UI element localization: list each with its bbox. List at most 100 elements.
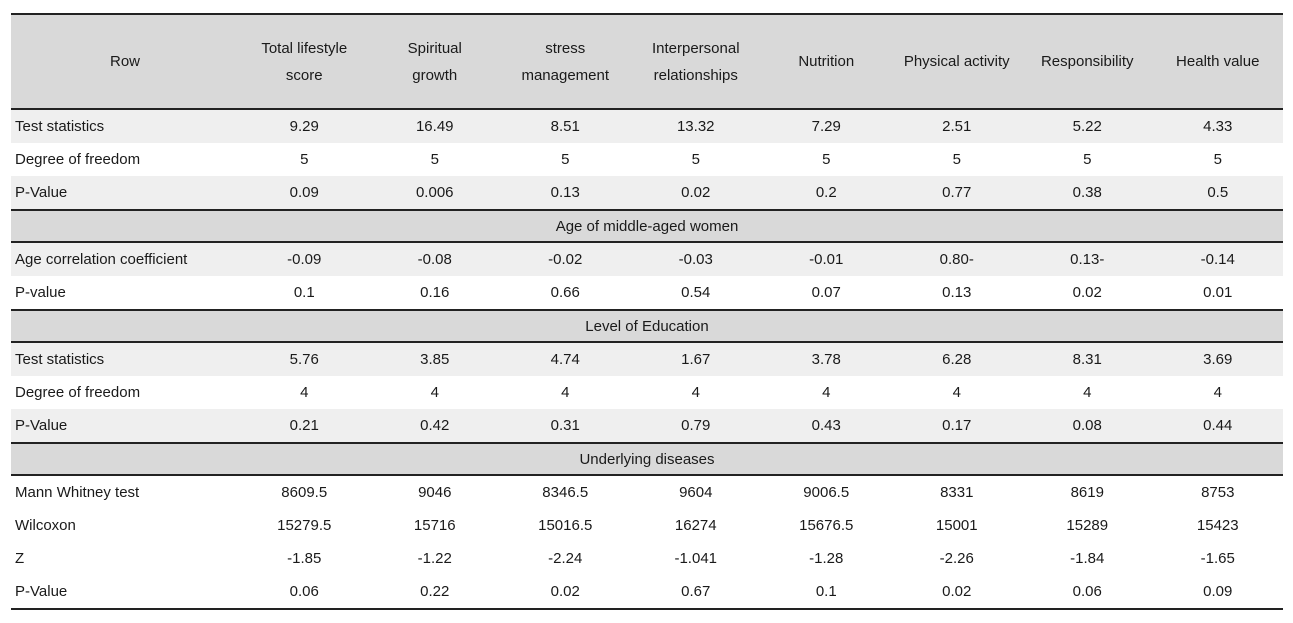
row-label: Mann Whitney test [15, 484, 140, 501]
table-cell: 0.06 [289, 583, 319, 600]
table-cell: 0.13 [550, 184, 580, 201]
table-cell: 5.22 [1072, 118, 1102, 135]
table-cell: 6.28 [942, 351, 972, 368]
table-cell: 0.02 [681, 184, 711, 201]
table-cell: 15016.5 [538, 517, 593, 534]
table-cell: 8.51 [550, 118, 580, 135]
table-cell: -1.84 [1070, 550, 1105, 567]
results-table: Row Total lifestyle score Spiritual grow… [11, 13, 1283, 610]
table-cell: 15001 [935, 517, 978, 534]
table-cell: 0.006 [415, 184, 454, 201]
table-cell: 8.31 [1072, 351, 1102, 368]
table-cell: 0.09 [1203, 583, 1233, 600]
table-cell: -1.85 [287, 550, 322, 567]
table-cell: 0.17 [942, 417, 972, 434]
table-cell: 9006.5 [803, 484, 850, 501]
table-cell: 8331 [940, 484, 974, 501]
row-label: P-Value [15, 583, 68, 600]
table-cell: 16274 [674, 517, 717, 534]
header-cell: Physical activity [903, 53, 1010, 70]
table-cell: 0.16 [420, 284, 450, 301]
table-cell: 0.42 [420, 417, 450, 434]
table-cell: 4 [561, 384, 570, 401]
table-cell: 0.21 [289, 417, 319, 434]
table-cell: 4.74 [550, 351, 580, 368]
table-row: Degree of freedom 4 4 4 4 4 4 4 4 [11, 376, 1283, 409]
table-cell: 7.29 [811, 118, 841, 135]
table-cell: -2.24 [548, 550, 583, 567]
header-cell: Health value [1176, 53, 1260, 70]
table-cell: -0.14 [1200, 251, 1235, 268]
header-row: Row Total lifestyle score Spiritual grow… [11, 14, 1283, 109]
table-cell: -0.03 [678, 251, 713, 268]
table-cell: 3.85 [420, 351, 450, 368]
table-row: Z -1.85 -1.22 -2.24 -1.041 -1.28 -2.26 -1.84 -1.… [11, 542, 1283, 575]
table-cell: 3.69 [1203, 351, 1233, 368]
row-label: Wilcoxon [15, 517, 76, 534]
table-cell: 9046 [418, 484, 452, 501]
table-cell: 15289 [1066, 517, 1109, 534]
row-label: Z [15, 550, 25, 567]
table-cell: 0.1 [815, 583, 837, 600]
table-cell: 4.33 [1203, 118, 1233, 135]
table-cell: 5 [1213, 151, 1222, 168]
table-cell: 4 [822, 384, 831, 401]
table-cell: 2.51 [942, 118, 972, 135]
table-cell: 0.13 [942, 284, 972, 301]
table-cell: 0.01 [1203, 284, 1233, 301]
header-cell: Total lifestyle score [261, 39, 348, 84]
section-header-row: Level of Education [11, 310, 1283, 342]
row-label: Test statistics [15, 351, 105, 368]
table-cell: -2.26 [939, 550, 974, 567]
header-cell: Responsibility [1040, 53, 1134, 70]
row-label: Test statistics [15, 118, 105, 135]
header-cell: Interpersonal relationships [651, 39, 740, 84]
table-cell: 1.67 [681, 351, 711, 368]
table-cell: 0.06 [1072, 583, 1102, 600]
table-cell: 15423 [1196, 517, 1239, 534]
table-cell: 5 [430, 151, 439, 168]
table-cell: 15676.5 [799, 517, 854, 534]
table-cell: 4 [1213, 384, 1222, 401]
table-cell: 0.38 [1072, 184, 1102, 201]
table-cell: 0.13- [1070, 251, 1105, 268]
header-cell: Spiritual growth [407, 39, 462, 84]
table-cell: 13.32 [676, 118, 715, 135]
table-cell: -0.02 [548, 251, 583, 268]
section-header-row: Age of middle-aged women [11, 210, 1283, 242]
table-cell: 0.09 [289, 184, 319, 201]
table-row: P-Value 0.09 0.006 0.13 0.02 0.2 0.77 0.38 0.5 [11, 176, 1283, 210]
table-row: Wilcoxon 15279.5 15716 15016.5 16274 15676.5 1… [11, 509, 1283, 542]
table-row: Mann Whitney test 8609.5 9046 8346.5 9604 900… [11, 475, 1283, 509]
table-cell: -1.22 [417, 550, 452, 567]
header-cell: Row [109, 53, 140, 70]
table-cell: 0.5 [1207, 184, 1229, 201]
table-cell: 0.02 [550, 583, 580, 600]
table-cell: 0.80- [939, 251, 974, 268]
table-cell: 0.43 [811, 417, 841, 434]
table-cell: 5 [561, 151, 570, 168]
row-label: P-Value [15, 417, 68, 434]
table-cell: 8619 [1070, 484, 1104, 501]
row-label: P-Value [15, 184, 68, 201]
table-cell: 5 [300, 151, 309, 168]
table-cell: -0.09 [287, 251, 322, 268]
table-cell: 5 [691, 151, 700, 168]
table-row: P-value 0.1 0.16 0.66 0.54 0.07 0.13 0.02 0.01 [11, 276, 1283, 310]
table-row: P-Value 0.21 0.42 0.31 0.79 0.43 0.17 0.08 0.44 [11, 409, 1283, 443]
table-cell: 5 [952, 151, 961, 168]
table-cell: 0.77 [942, 184, 972, 201]
table-cell: 4 [952, 384, 961, 401]
table-cell: 9604 [679, 484, 713, 501]
table-cell: -1.65 [1200, 550, 1235, 567]
table-cell: 0.02 [942, 583, 972, 600]
table-cell: 4 [691, 384, 700, 401]
table-row: Test statistics 9.29 16.49 8.51 13.32 7.29 2.5… [11, 109, 1283, 143]
table-cell: 4 [1083, 384, 1092, 401]
section-title: Age of middle-aged women [555, 217, 739, 235]
table-cell: 4 [430, 384, 439, 401]
table-cell: -0.08 [417, 251, 452, 268]
table-cell: 9.29 [289, 118, 319, 135]
row-label: Degree of freedom [15, 151, 141, 168]
table-cell: 0.02 [1072, 284, 1102, 301]
